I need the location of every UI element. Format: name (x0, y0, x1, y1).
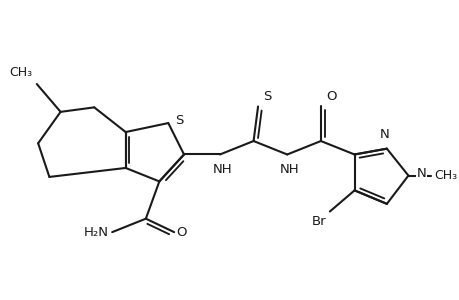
Text: N: N (415, 167, 425, 180)
Text: H₂N: H₂N (84, 226, 108, 238)
Text: NH: NH (212, 163, 231, 176)
Text: N: N (379, 128, 389, 141)
Text: CH₃: CH₃ (9, 66, 32, 79)
Text: S: S (263, 90, 271, 103)
Text: O: O (325, 90, 336, 103)
Text: O: O (176, 226, 186, 238)
Text: S: S (175, 114, 183, 127)
Text: NH: NH (279, 163, 299, 176)
Text: Br: Br (311, 215, 325, 228)
Text: CH₃: CH₃ (433, 169, 457, 182)
